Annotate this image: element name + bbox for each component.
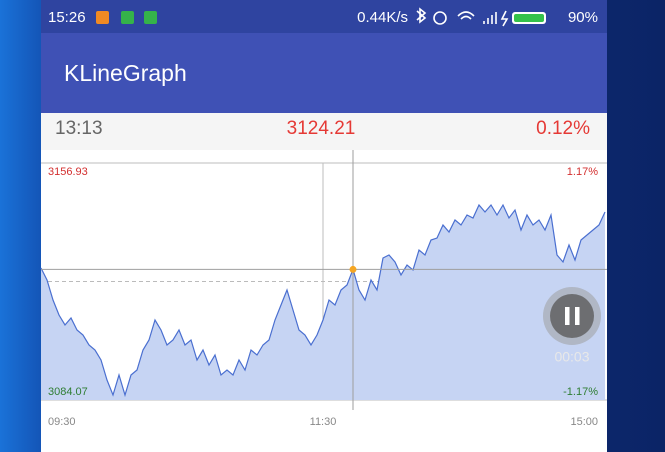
y-tick-label: 3156.93 [48, 166, 88, 178]
y2-tick-label: 1.17% [567, 166, 598, 178]
app-bar [41, 33, 607, 113]
x-tick-label: 15:00 [570, 416, 598, 428]
notify-icon [121, 11, 134, 24]
chart: 3084.07 3156.93 -1.17% 1.17% 09:30 11:30 15:00 [40, 150, 607, 428]
notify-icon [144, 11, 157, 24]
app-title: KLineGraph [64, 60, 187, 86]
battery-level [514, 14, 544, 22]
pause-bar [565, 307, 570, 325]
x-tick-label: 09:30 [48, 416, 76, 428]
pause-button[interactable] [550, 294, 594, 338]
price-area [41, 204, 605, 400]
info-change: 0.12% [536, 118, 590, 139]
battery-text: 90% [568, 9, 598, 26]
notify-icon [96, 11, 109, 24]
x-tick-label: 11:30 [310, 416, 337, 428]
crosshair-dot [349, 265, 357, 273]
y2-tick-label: -1.17% [563, 386, 598, 398]
pause-bar [575, 307, 580, 325]
timer: 00:03 [554, 349, 589, 365]
info-price: 3124.21 [287, 118, 356, 139]
net-speed: 0.44K/s [357, 9, 408, 26]
info-time: 13:13 [55, 118, 103, 139]
status-icons [416, 7, 509, 27]
info-row [41, 113, 607, 150]
price-line [40, 203, 606, 398]
status-time: 15:26 [48, 9, 86, 26]
y-tick-label: 3084.07 [48, 386, 88, 398]
